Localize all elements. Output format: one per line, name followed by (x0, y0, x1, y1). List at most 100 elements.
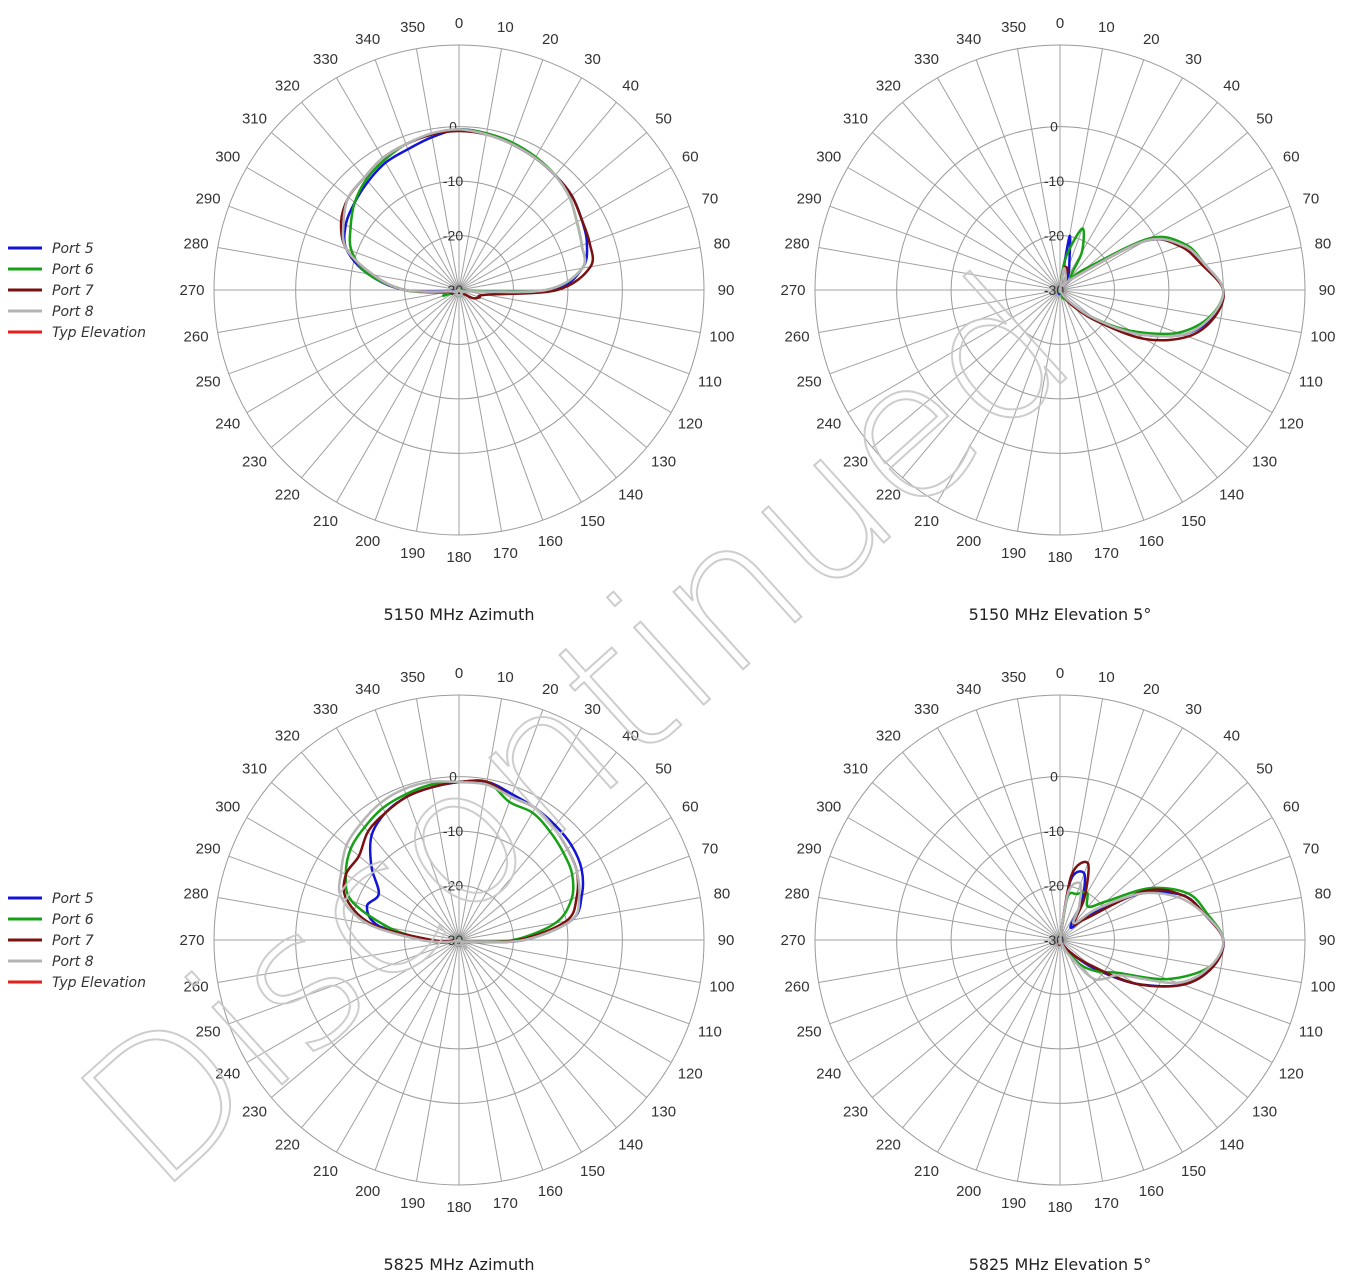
grid-spoke (458, 782, 648, 941)
grid-spoke (1059, 751, 1218, 941)
grid-spoke (270, 289, 460, 448)
angle-tick-label: 200 (956, 533, 981, 550)
grid-spoke (228, 939, 460, 1025)
angle-tick-label: 280 (785, 886, 810, 903)
grid-spoke (458, 939, 690, 1025)
angle-tick-label: 270 (780, 282, 805, 299)
radial-tick-label: 0 (449, 119, 457, 135)
angle-tick-label: 180 (1047, 549, 1072, 566)
grid-spoke (458, 289, 672, 413)
angle-tick-label: 0 (1056, 665, 1064, 682)
angle-tick-label: 190 (400, 545, 425, 562)
legend-1: Port 5 Port 6 Port 7 Port 8 Typ Elevation (8, 241, 146, 341)
grid-spoke (1059, 939, 1145, 1171)
angle-tick-label: 80 (714, 236, 731, 253)
grid-spoke (937, 727, 1061, 941)
grid-spoke (301, 289, 460, 479)
angle-tick-label: 340 (956, 681, 981, 698)
grid-spoke (217, 939, 460, 984)
grid-spoke (1059, 709, 1145, 941)
legend-label: Port 8 (52, 304, 94, 320)
grid-spoke (1059, 289, 1183, 503)
grid-spoke (458, 939, 582, 1153)
angle-tick-label: 10 (497, 19, 514, 36)
grid-spoke (818, 246, 1061, 291)
angle-tick-label: 210 (313, 1163, 338, 1180)
angle-tick-label: 250 (196, 1023, 221, 1040)
legend-label: Port 8 (52, 954, 94, 970)
angle-tick-label: 20 (1143, 681, 1160, 698)
grid-spoke (1059, 939, 1273, 1063)
angle-tick-label: 40 (622, 77, 639, 94)
angle-tick-label: 230 (242, 1104, 267, 1121)
grid-spoke (458, 709, 544, 941)
angle-tick-label: 250 (797, 373, 822, 390)
radial-tick-label: -10 (1044, 173, 1064, 189)
radial-tick-label: -20 (443, 878, 463, 894)
grid-spoke (871, 782, 1061, 941)
grid-spoke (458, 101, 617, 291)
grid-spoke (458, 939, 544, 1171)
angle-tick-label: 260 (785, 978, 810, 995)
grid-spoke (847, 817, 1061, 941)
grid-spoke (458, 289, 701, 334)
angle-tick-label: 30 (1185, 51, 1202, 68)
grid-spoke (458, 939, 503, 1182)
radial-tick-label: 0 (449, 769, 457, 785)
grid-spoke (246, 289, 460, 413)
angle-tick-label: 50 (1256, 760, 1273, 777)
grid-spoke (301, 939, 460, 1129)
grid-spoke (458, 817, 672, 941)
grid-spoke (975, 59, 1061, 291)
angle-tick-label: 80 (1315, 236, 1332, 253)
radial-tick-label: -20 (1044, 878, 1064, 894)
grid-spoke (829, 939, 1061, 1025)
angle-tick-label: 270 (179, 282, 204, 299)
polar-chart-2: 0 10 20 30 40 50 60 70 80 90 100 110 120 130 140 150 160… (780, 15, 1335, 624)
grid-spoke (871, 939, 1061, 1098)
angle-tick-label: 290 (196, 191, 221, 208)
angle-tick-label: 260 (785, 328, 810, 345)
angle-tick-label: 190 (1001, 545, 1026, 562)
angle-tick-label: 140 (618, 487, 643, 504)
grid-spoke (246, 939, 460, 1063)
chart-title: 5825 MHz Azimuth (383, 1255, 534, 1274)
grid-spoke (458, 205, 690, 291)
angle-tick-label: 120 (678, 1066, 703, 1083)
angle-tick-label: 300 (816, 799, 841, 816)
grid-spoke (301, 101, 460, 291)
grid-spoke (871, 289, 1061, 448)
legend-label: Typ Elevation (52, 975, 146, 991)
angle-tick-label: 310 (242, 760, 267, 777)
angle-tick-label: 320 (876, 77, 901, 94)
grid-spoke (217, 289, 460, 334)
angle-tick-label: 70 (702, 191, 719, 208)
grid-spoke (818, 896, 1061, 941)
angle-tick-label: 110 (698, 1023, 722, 1040)
grid-spoke (415, 939, 460, 1182)
angle-tick-label: 30 (584, 51, 601, 68)
angle-tick-label: 280 (785, 236, 810, 253)
angle-tick-label: 50 (1256, 110, 1273, 127)
grid-spoke (1059, 896, 1302, 941)
grid-spoke (1059, 939, 1104, 1182)
chart-title: 5150 MHz Azimuth (383, 605, 534, 624)
polar-chart-4: 0 10 20 30 40 50 60 70 80 90 100 110 120 130 140 150 160… (780, 665, 1335, 1274)
grid-spoke (1016, 48, 1061, 291)
grid-spoke (1059, 289, 1302, 334)
grid-spoke (1059, 132, 1249, 291)
grid-spoke (975, 709, 1061, 941)
radial-tick-label: 0 (1050, 119, 1058, 135)
chart-title: 5150 MHz Elevation 5° (969, 605, 1152, 624)
angle-tick-label: 250 (196, 373, 221, 390)
angle-tick-label: 40 (1223, 77, 1240, 94)
grid-spoke (228, 855, 460, 941)
grid-spoke (1059, 289, 1218, 479)
grid-spoke (458, 727, 582, 941)
chart-title: 5825 MHz Elevation 5° (969, 1255, 1152, 1274)
grid-spoke (246, 167, 460, 291)
grid-spoke (336, 77, 460, 291)
angle-tick-label: 170 (493, 1195, 518, 1212)
angle-tick-label: 300 (215, 799, 240, 816)
